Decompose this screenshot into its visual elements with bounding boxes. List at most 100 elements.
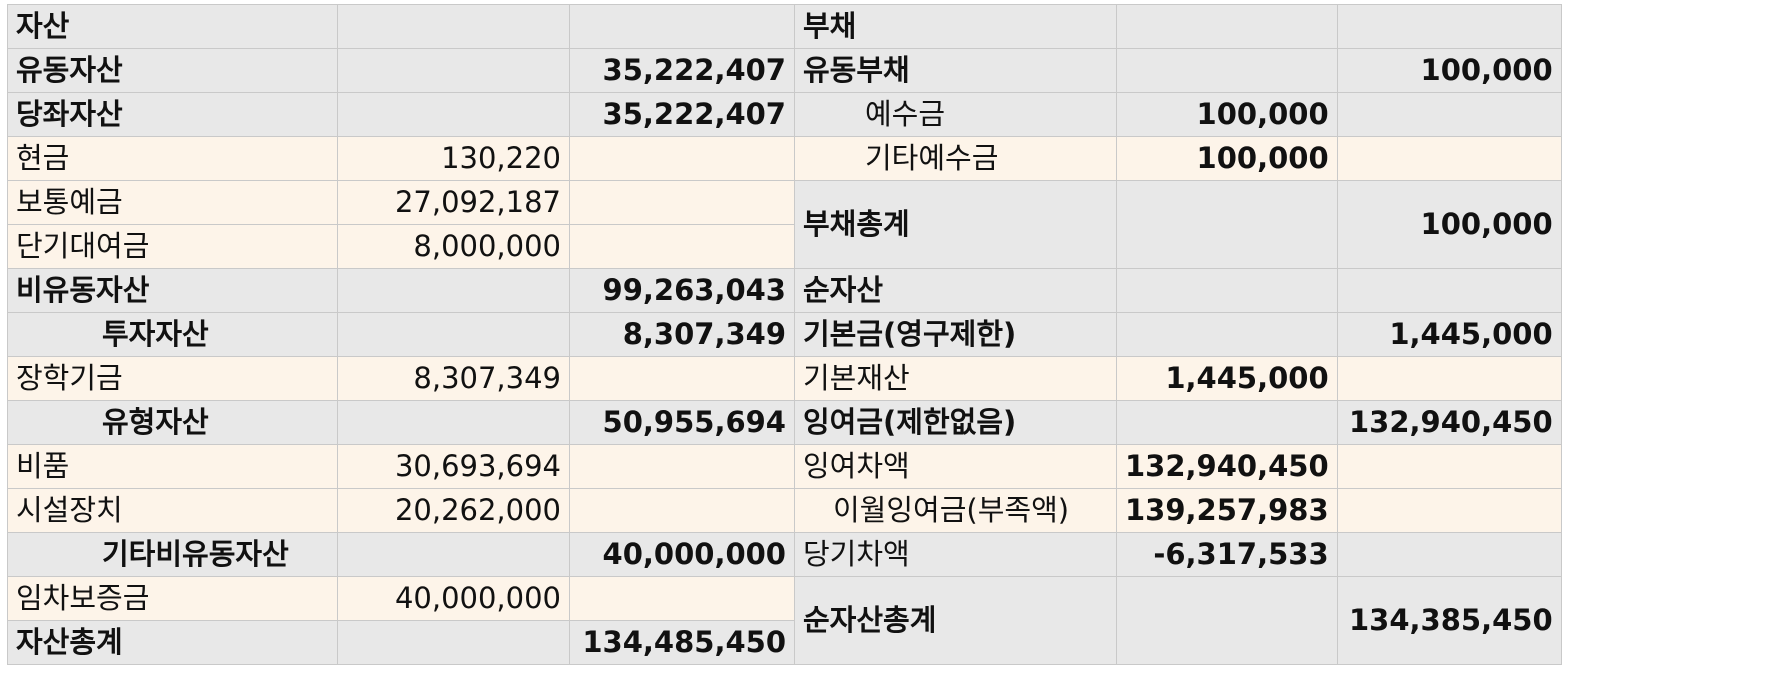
cell-total-liabilities[interactable]: 부채총계 (794, 180, 1117, 269)
cell-carried-forward-surplus[interactable]: 이월잉여금(부족액) (794, 488, 1117, 533)
cell-surplus-difference[interactable]: 잉여차액 (794, 444, 1117, 489)
cell-short-term-loans-value[interactable]: 8,000,000 (337, 224, 570, 269)
cell-equipment-value[interactable]: 30,693,694 (337, 444, 570, 489)
cell-short-term-loans[interactable]: 단기대여금 (7, 224, 338, 269)
cell[interactable] (337, 268, 570, 313)
cell-ordinary-deposits-value[interactable]: 27,092,187 (337, 180, 570, 225)
table-row: 자산총계 134,485,450 (7, 620, 1562, 665)
cell-other-non-current-assets-total[interactable]: 40,000,000 (569, 532, 795, 577)
cell-total-net-assets-value[interactable]: 134,385,450 (1336, 576, 1562, 665)
cell-quick-assets[interactable]: 당좌자산 (7, 92, 338, 137)
cell[interactable] (1116, 4, 1338, 49)
table-row: 비유동자산 99,263,043 순자산 (7, 268, 1562, 313)
cell[interactable] (569, 576, 795, 621)
cell[interactable] (1116, 48, 1338, 93)
table-row: 유형자산 50,955,694 잉여금(제한없음) 132,940,450 (7, 400, 1562, 445)
cell[interactable] (337, 532, 570, 577)
cell[interactable] (1336, 444, 1562, 489)
cell-total-liabilities-value[interactable]: 100,000 (1336, 180, 1562, 269)
cell[interactable] (1116, 576, 1338, 665)
cell-carried-forward-surplus-value[interactable]: 139,257,983 (1116, 488, 1338, 533)
cell-deposits-received[interactable]: 예수금 (794, 92, 1117, 137)
cell[interactable] (337, 312, 570, 357)
table-row: 임차보증금 40,000,000 순자산총계 134,385,450 (7, 576, 1562, 665)
cell-basic-fund-total[interactable]: 1,445,000 (1336, 312, 1562, 357)
cell[interactable] (569, 444, 795, 489)
cell-equipment[interactable]: 비품 (7, 444, 338, 489)
cell-current-assets[interactable]: 유동자산 (7, 48, 338, 93)
cell-lease-deposit-value[interactable]: 40,000,000 (337, 576, 570, 621)
cell[interactable] (1116, 312, 1338, 357)
cell-current-period-difference-value[interactable]: -6,317,533 (1116, 532, 1338, 577)
cell-surplus-difference-value[interactable]: 132,940,450 (1116, 444, 1338, 489)
cell[interactable] (1336, 136, 1562, 181)
cell[interactable] (337, 4, 570, 49)
table-row: 유동자산 35,222,407 유동부채 100,000 (7, 48, 1562, 93)
cell[interactable] (1116, 180, 1338, 269)
cell[interactable] (337, 620, 570, 665)
cell[interactable] (337, 48, 570, 93)
cell[interactable] (1336, 488, 1562, 533)
cell[interactable] (337, 400, 570, 445)
cell-surplus-unrestricted-total[interactable]: 132,940,450 (1336, 400, 1562, 445)
cell-other-deposits-value[interactable]: 100,000 (1116, 136, 1338, 181)
cell-scholarship-fund[interactable]: 장학기금 (7, 356, 338, 401)
cell-other-non-current-assets[interactable]: 기타비유동자산 (7, 532, 338, 577)
table-row: 단기대여금 8,000,000 (7, 224, 1562, 269)
cell[interactable] (569, 224, 795, 269)
table-row: 자산 부채 (7, 4, 1562, 49)
cell-investment-assets[interactable]: 투자자산 (7, 312, 338, 357)
cell[interactable] (1336, 532, 1562, 577)
cell[interactable] (569, 4, 795, 49)
table-row: 장학기금 8,307,349 기본재산 1,445,000 (7, 356, 1562, 401)
cell-facilities[interactable]: 시설장치 (7, 488, 338, 533)
cell[interactable] (569, 488, 795, 533)
cell-total-assets-value[interactable]: 134,485,450 (569, 620, 795, 665)
cell[interactable] (1336, 268, 1562, 313)
cell-basic-property-value[interactable]: 1,445,000 (1116, 356, 1338, 401)
cell[interactable] (569, 136, 795, 181)
table-row: 보통예금 27,092,187 부채총계 100,000 (7, 180, 1562, 269)
cell-cash-value[interactable]: 130,220 (337, 136, 570, 181)
cell-surplus-unrestricted[interactable]: 잉여금(제한없음) (794, 400, 1117, 445)
cell-non-current-assets[interactable]: 비유동자산 (7, 268, 338, 313)
cell-basic-property[interactable]: 기본재산 (794, 356, 1117, 401)
table-row: 비품 30,693,694 잉여차액 132,940,450 (7, 444, 1562, 489)
cell[interactable] (337, 92, 570, 137)
cell-basic-fund[interactable]: 기본금(영구제한) (794, 312, 1117, 357)
cell-current-liabilities[interactable]: 유동부채 (794, 48, 1117, 93)
cell-deposits-received-value[interactable]: 100,000 (1116, 92, 1338, 137)
cell-investment-assets-total[interactable]: 8,307,349 (569, 312, 795, 357)
cell-non-current-assets-total[interactable]: 99,263,043 (569, 268, 795, 313)
cell-scholarship-fund-value[interactable]: 8,307,349 (337, 356, 570, 401)
cell-total-assets[interactable]: 자산총계 (7, 620, 338, 665)
table-row: 당좌자산 35,222,407 예수금 100,000 (7, 92, 1562, 137)
cell[interactable] (1336, 92, 1562, 137)
cell-tangible-assets[interactable]: 유형자산 (7, 400, 338, 445)
cell-facilities-value[interactable]: 20,262,000 (337, 488, 570, 533)
cell-current-period-difference[interactable]: 당기차액 (794, 532, 1117, 577)
cell[interactable] (569, 180, 795, 225)
cell-current-assets-total[interactable]: 35,222,407 (569, 48, 795, 93)
cell-tangible-assets-total[interactable]: 50,955,694 (569, 400, 795, 445)
cell-liability-header[interactable]: 부채 (794, 4, 1117, 49)
cell-asset-header[interactable]: 자산 (7, 4, 338, 49)
table-row: 시설장치 20,262,000 이월잉여금(부족액) 139,257,983 (7, 488, 1562, 533)
cell[interactable] (1116, 400, 1338, 445)
cell[interactable] (1116, 268, 1338, 313)
table-row: 현금 130,220 기타예수금 100,000 (7, 136, 1562, 181)
table-row: 기타비유동자산 40,000,000 당기차액 -6,317,533 (7, 532, 1562, 577)
cell[interactable] (1336, 4, 1562, 49)
balance-sheet-table: 자산 부채 유동자산 35,222,407 유동부채 100,000 당좌자산 … (7, 4, 1562, 665)
cell[interactable] (1336, 356, 1562, 401)
cell-net-assets-header[interactable]: 순자산 (794, 268, 1117, 313)
cell-quick-assets-total[interactable]: 35,222,407 (569, 92, 795, 137)
cell-other-deposits[interactable]: 기타예수금 (794, 136, 1117, 181)
cell-cash[interactable]: 현금 (7, 136, 338, 181)
cell-total-net-assets[interactable]: 순자산총계 (794, 576, 1117, 665)
cell-ordinary-deposits[interactable]: 보통예금 (7, 180, 338, 225)
table-row: 투자자산 8,307,349 기본금(영구제한) 1,445,000 (7, 312, 1562, 357)
cell-lease-deposit[interactable]: 임차보증금 (7, 576, 338, 621)
cell-current-liabilities-total[interactable]: 100,000 (1336, 48, 1562, 93)
cell[interactable] (569, 356, 795, 401)
